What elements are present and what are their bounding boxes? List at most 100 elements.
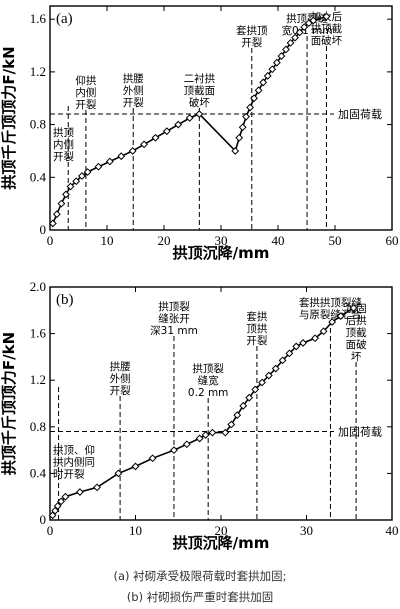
- annotation-label: 拱顶裂: [158, 300, 190, 313]
- data-point: [286, 38, 295, 47]
- panel-label: (b): [56, 292, 74, 308]
- data-point: [76, 488, 84, 496]
- y-tick-label: 1.2: [30, 64, 46, 79]
- data-point: [239, 401, 248, 410]
- data-point: [52, 210, 61, 219]
- annotation-label: 外侧: [110, 372, 131, 385]
- annotation-label: 二衬拱: [184, 72, 216, 85]
- annotation-label: 拱顶截: [311, 22, 343, 35]
- data-point: [292, 342, 301, 351]
- annotation-label: 开裂: [123, 96, 144, 109]
- data-point: [201, 431, 210, 439]
- data-point: [282, 45, 290, 54]
- annotation-label: 开裂: [241, 36, 262, 49]
- annotation-label: 拱内侧同: [53, 455, 95, 468]
- data-point: [128, 147, 137, 155]
- x-tick-label: 50: [329, 233, 342, 248]
- caption-b: (b) 衬砌损伤严重时套拱加固: [127, 590, 273, 604]
- annotation-label: 拱腰: [123, 72, 144, 85]
- y-axis-title: 拱顶千斤顶顶力F/kN: [0, 332, 18, 475]
- annotation-label: 拱顶: [53, 126, 74, 139]
- data-point: [278, 356, 287, 365]
- x-tick-label: 20: [158, 233, 171, 248]
- data-point: [162, 127, 171, 136]
- data-point: [300, 23, 309, 31]
- data-point: [57, 199, 66, 208]
- annotation-label: 开裂: [110, 384, 131, 397]
- data-point: [131, 462, 140, 471]
- y-tick-label: 0: [40, 222, 47, 237]
- y-tick-label: 0.8: [30, 117, 46, 132]
- annotation-label: 套拱拱顶裂缝: [299, 296, 362, 309]
- data-point: [304, 19, 313, 28]
- reference-line-label: 加固荷载: [338, 108, 382, 121]
- data-point: [94, 162, 103, 171]
- data-point: [231, 147, 240, 155]
- annotation-label: 内侧: [75, 86, 96, 99]
- data-point: [322, 12, 331, 21]
- annotation-label: 拱顶裂缝: [286, 12, 328, 25]
- data-point: [83, 168, 92, 176]
- x-tick-label: 10: [129, 523, 142, 538]
- data-point: [259, 78, 268, 87]
- data-point: [117, 152, 126, 161]
- data-point: [246, 103, 254, 112]
- x-tick-label: 30: [215, 233, 228, 248]
- data-point: [221, 428, 230, 437]
- data-point: [105, 157, 114, 166]
- data-point: [245, 393, 254, 402]
- data-point: [195, 434, 204, 443]
- annotation-label: 套拱顶: [236, 24, 268, 37]
- x-tick-label: 20: [215, 523, 228, 538]
- annotation-label: 0.2 mm: [188, 387, 229, 399]
- data-point: [72, 177, 81, 186]
- annotation-label: 外侧: [123, 84, 144, 97]
- annotation-label: 顶截: [346, 326, 367, 339]
- data-point: [277, 52, 286, 60]
- data-point: [254, 86, 263, 95]
- data-point: [114, 469, 123, 478]
- x-tick-label: 10: [101, 233, 114, 248]
- data-point: [61, 492, 70, 501]
- data-point: [319, 327, 328, 336]
- annotation-label: 顶拱: [246, 322, 267, 335]
- data-point: [195, 110, 204, 118]
- data-point: [62, 190, 70, 199]
- data-point: [238, 123, 247, 132]
- annotation-label: 与原裂缝汇合: [299, 308, 362, 321]
- data-point: [336, 312, 345, 321]
- data-point: [328, 318, 337, 326]
- annotation-label: 面破坏: [311, 34, 343, 47]
- y-tick-label: 2.0: [30, 279, 46, 294]
- x-tick-label: 30: [300, 523, 313, 538]
- x-axis-title: 拱顶沉降/mm: [173, 244, 270, 262]
- annotation-label: 拱腰: [110, 360, 131, 373]
- data-point: [185, 114, 194, 122]
- annotation-label: 开裂: [246, 334, 267, 347]
- reference-line-label: 加固荷载: [338, 425, 382, 438]
- x-tick-label: 0: [47, 523, 54, 538]
- annotation-label: 缝宽: [198, 374, 219, 387]
- annotation-label: 仰拱: [75, 74, 96, 87]
- x-tick-label: 40: [272, 233, 285, 248]
- annotation-label: 深31 mm: [150, 325, 198, 337]
- data-point: [174, 120, 183, 129]
- x-tick-label: 60: [386, 233, 399, 248]
- data-point: [309, 16, 318, 25]
- data-point: [291, 33, 300, 42]
- data-point: [182, 440, 191, 449]
- annotation-label: 坏: [351, 351, 362, 363]
- y-tick-label: 0.8: [30, 419, 46, 434]
- data-point: [235, 133, 244, 142]
- data-point: [271, 364, 280, 373]
- y-tick-label: 1.2: [30, 372, 46, 387]
- annotation-label: 拱顶、仰: [53, 443, 95, 456]
- annotation-label: 内侧: [53, 138, 74, 151]
- data-point: [311, 334, 319, 343]
- data-point: [53, 502, 62, 510]
- annotation-label: 开裂: [53, 150, 74, 163]
- data-point: [51, 506, 60, 515]
- data-point: [208, 428, 217, 437]
- panel-label: (a): [56, 11, 73, 27]
- data-point: [272, 58, 281, 67]
